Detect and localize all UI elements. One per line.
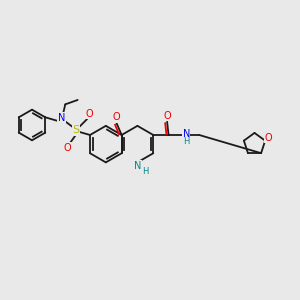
Text: H: H bbox=[142, 167, 148, 176]
Text: O: O bbox=[64, 143, 71, 153]
Text: O: O bbox=[85, 109, 93, 119]
Text: O: O bbox=[112, 112, 120, 122]
Text: N: N bbox=[134, 161, 141, 171]
Text: N: N bbox=[58, 113, 65, 123]
Text: S: S bbox=[73, 125, 80, 135]
Text: O: O bbox=[163, 111, 171, 121]
Text: H: H bbox=[183, 137, 189, 146]
Text: O: O bbox=[265, 133, 272, 143]
Text: N: N bbox=[183, 128, 190, 139]
